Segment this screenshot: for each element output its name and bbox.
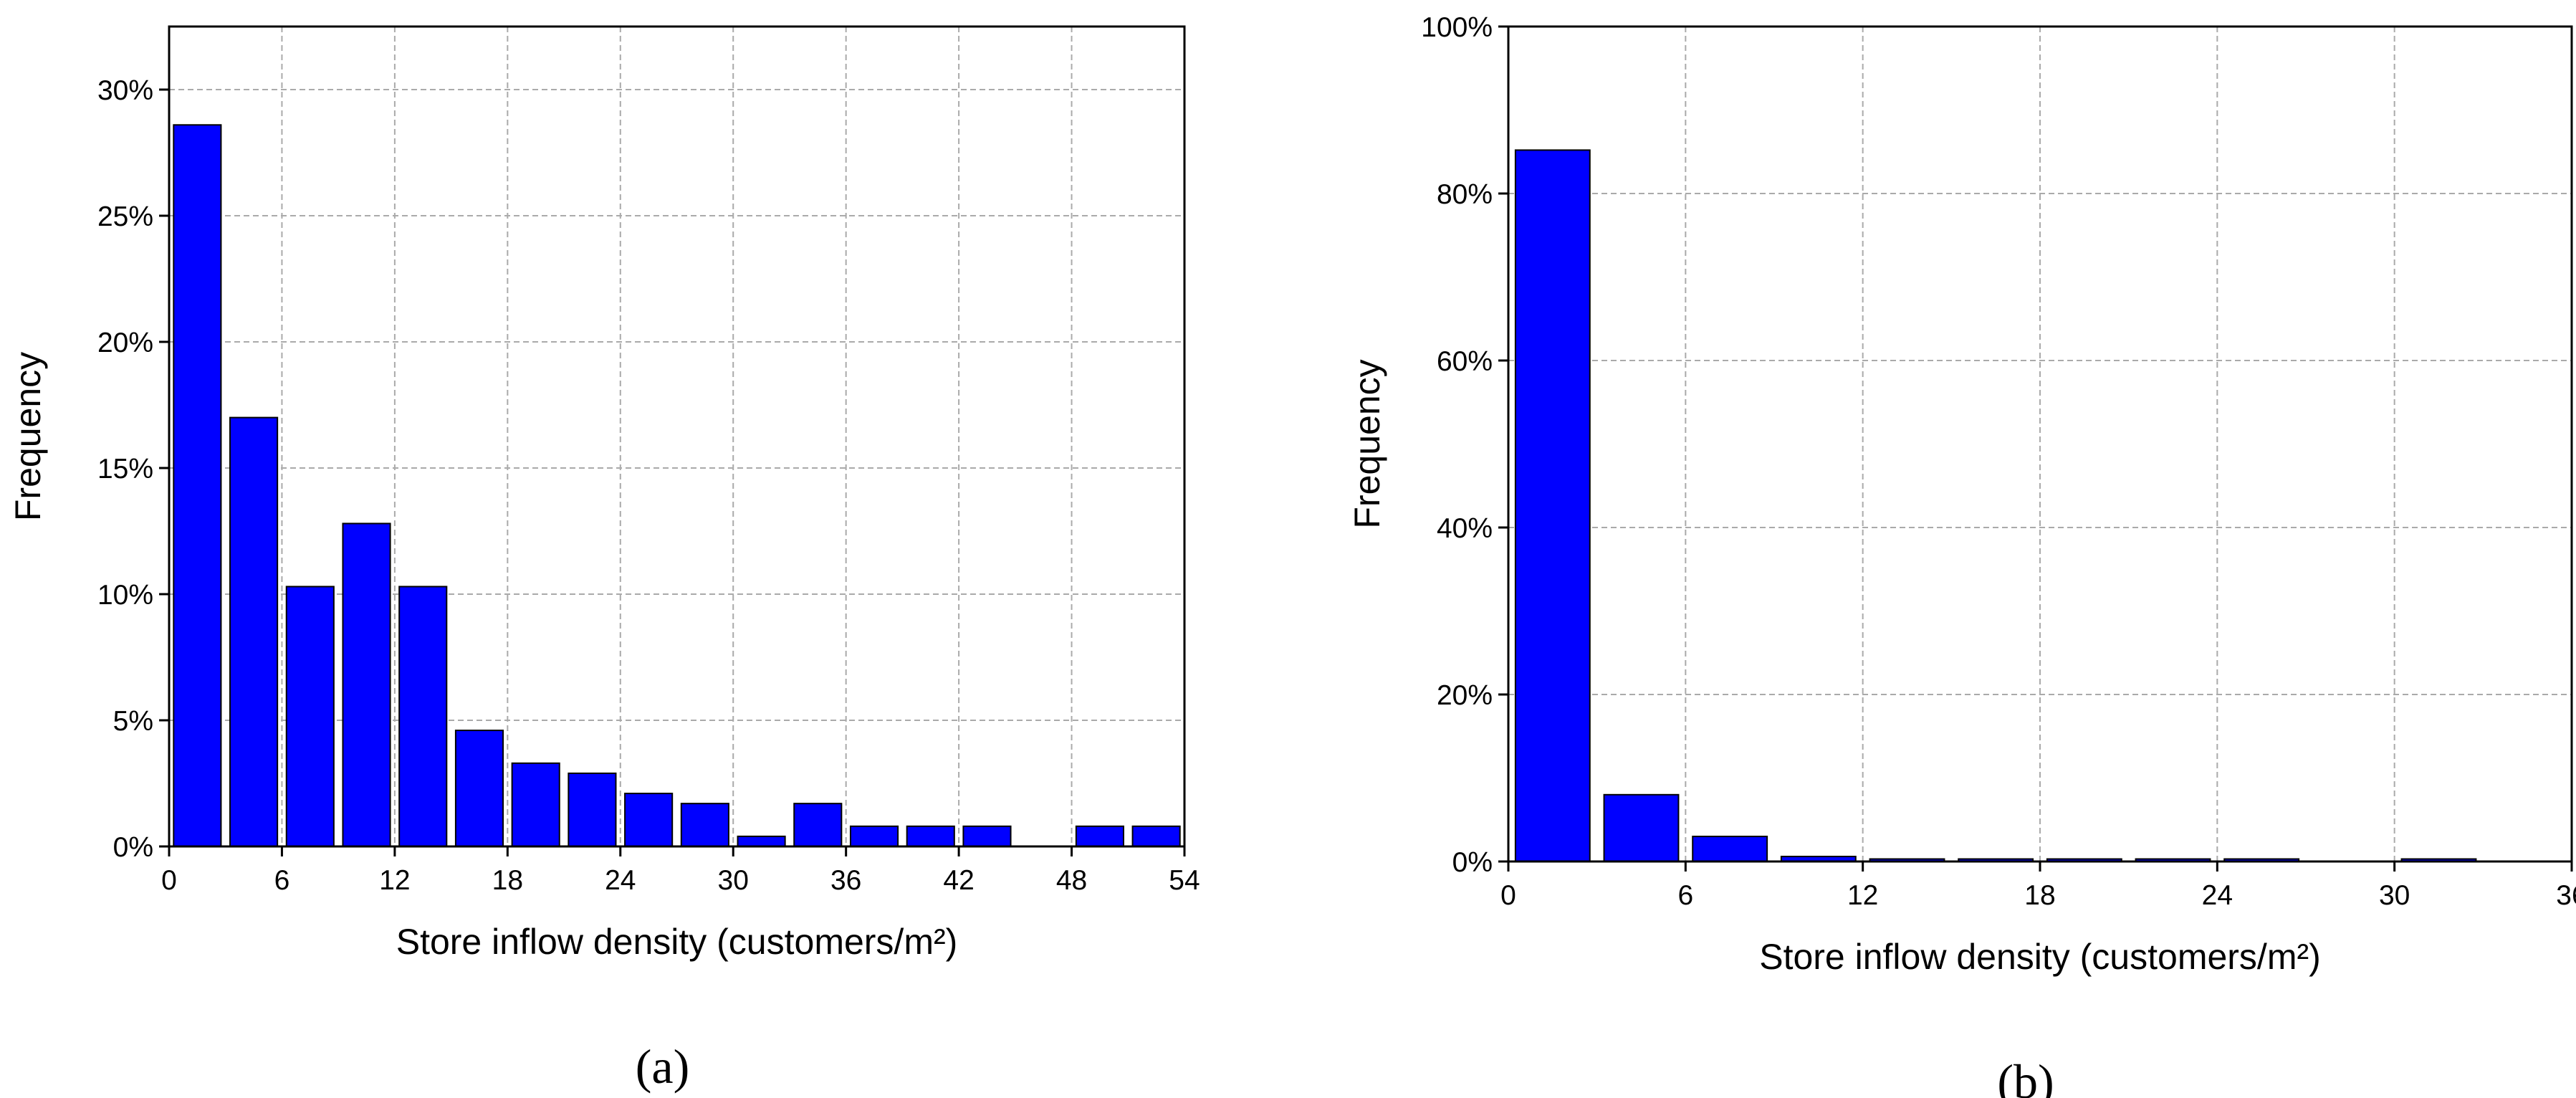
bar	[737, 835, 786, 848]
x-axis-label: Store inflow density (customers/m²)	[396, 922, 958, 962]
x-tick-label: 18	[492, 865, 523, 896]
x-tick-label: 0	[1500, 880, 1516, 911]
y-tick-label: 0%	[1452, 847, 1493, 878]
bar	[1131, 825, 1181, 847]
x-tick-label: 24	[2202, 880, 2233, 911]
plot-frame	[1507, 25, 2573, 863]
bar	[398, 586, 448, 847]
y-tick-label: 60%	[1437, 346, 1493, 377]
bar	[906, 825, 955, 847]
x-tick-label: 54	[1169, 865, 1200, 896]
y-axis-label: Frequency	[1347, 359, 1387, 528]
y-tick-label: 10%	[97, 580, 153, 611]
bar	[849, 825, 899, 847]
panel-label: (b)	[1997, 1054, 2054, 1098]
bar	[624, 793, 674, 847]
y-tick-label: 5%	[113, 706, 153, 737]
y-tick-label: 30%	[97, 75, 153, 106]
y-tick-label: 20%	[1437, 680, 1493, 711]
x-tick-label: 36	[830, 865, 861, 896]
x-tick-label: 0	[161, 865, 177, 896]
x-tick-label: 42	[943, 865, 974, 896]
x-tick-label: 30	[2379, 880, 2410, 911]
panel-label: (a)	[636, 1039, 689, 1094]
bar	[285, 586, 335, 847]
y-tick-label: 100%	[1421, 12, 1493, 43]
bar	[454, 730, 504, 848]
x-tick-label: 6	[274, 865, 290, 896]
x-tick-label: 18	[2024, 880, 2055, 911]
x-tick-label: 48	[1056, 865, 1087, 896]
bar	[1692, 836, 1768, 863]
y-tick-label: 20%	[97, 328, 153, 358]
y-tick-label: 15%	[97, 454, 153, 484]
y-tick-label: 0%	[113, 832, 153, 863]
x-tick-label: 30	[718, 865, 749, 896]
y-tick-label: 25%	[97, 201, 153, 232]
x-tick-label: 24	[605, 865, 636, 896]
bar	[229, 416, 279, 847]
x-tick-label: 36	[2556, 880, 2576, 911]
y-tick-label: 40%	[1437, 513, 1493, 544]
bar	[511, 762, 560, 847]
bar	[680, 803, 729, 848]
plot-frame	[168, 25, 1186, 848]
x-tick-label: 12	[1847, 880, 1878, 911]
bar	[962, 825, 1012, 847]
bar	[173, 124, 222, 847]
bar	[1603, 793, 1680, 863]
bar	[1075, 825, 1124, 847]
bar	[568, 772, 617, 848]
bar	[793, 803, 843, 848]
y-axis-label: Frequency	[8, 352, 48, 521]
bar	[342, 522, 391, 847]
bar	[1514, 149, 1591, 863]
y-tick-label: 80%	[1437, 179, 1493, 210]
x-tick-label: 12	[379, 865, 410, 896]
x-tick-label: 6	[1677, 880, 1693, 911]
x-axis-label: Store inflow density (customers/m²)	[1759, 937, 2321, 977]
